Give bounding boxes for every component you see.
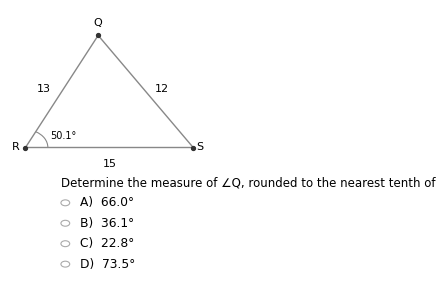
Text: A)  66.0°: A) 66.0° bbox=[80, 196, 134, 209]
Text: Q: Q bbox=[94, 18, 102, 28]
Text: 15: 15 bbox=[102, 159, 116, 169]
Text: 12: 12 bbox=[155, 84, 169, 94]
Text: R: R bbox=[12, 142, 20, 153]
Text: C)  22.8°: C) 22.8° bbox=[80, 237, 134, 250]
Text: B)  36.1°: B) 36.1° bbox=[80, 217, 134, 230]
Text: S: S bbox=[197, 142, 204, 153]
Text: D)  73.5°: D) 73.5° bbox=[80, 258, 135, 271]
Text: Determine the measure of ∠Q, rounded to the nearest tenth of a degree.: Determine the measure of ∠Q, rounded to … bbox=[61, 177, 436, 190]
Text: 50.1°: 50.1° bbox=[50, 131, 76, 141]
Text: 13: 13 bbox=[37, 84, 51, 94]
